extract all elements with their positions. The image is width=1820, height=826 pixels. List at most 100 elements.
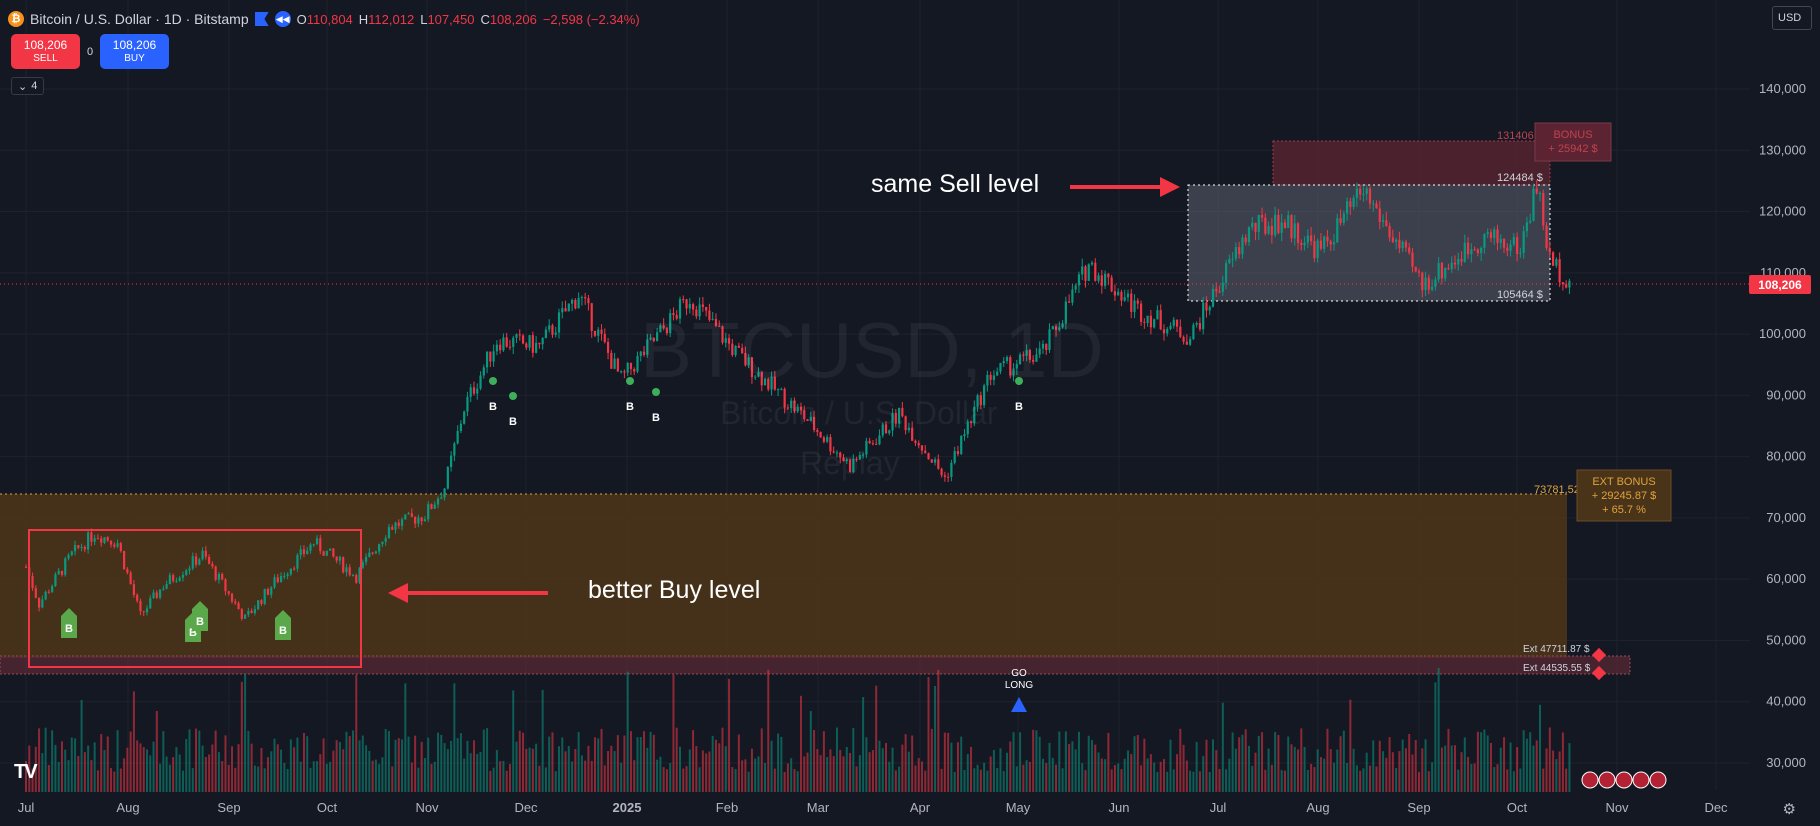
volume-bar: [1349, 699, 1352, 792]
candle-body: [950, 462, 953, 477]
volume-bar: [391, 766, 394, 792]
candle-body: [894, 412, 897, 424]
volume-bar: [142, 747, 145, 792]
volume-bar: [1120, 769, 1123, 792]
volume-bar: [1133, 736, 1136, 792]
volume-bar: [623, 735, 626, 792]
volume-bar: [947, 732, 950, 792]
candle-body: [1506, 247, 1509, 251]
replay-icon[interactable]: ◀◀: [274, 11, 291, 27]
volume-bar: [835, 727, 838, 792]
candle-body: [77, 545, 80, 548]
volume-bar: [456, 738, 459, 792]
volume-bar: [930, 728, 933, 792]
candle-body: [113, 544, 116, 547]
candle-body: [1359, 188, 1362, 195]
volume-bar: [237, 744, 240, 792]
candle-body: [198, 559, 201, 565]
candle-body: [1247, 227, 1251, 243]
candle-body: [1525, 222, 1529, 232]
volume-bar: [348, 736, 351, 792]
tradingview-logo-icon[interactable]: TV: [14, 761, 38, 783]
volume-bar: [607, 751, 610, 792]
volume-bar: [750, 748, 753, 792]
volume-bar: [266, 757, 269, 792]
volume-bar: [1450, 745, 1453, 792]
candle-body: [1018, 354, 1022, 365]
volume-bar: [1215, 750, 1218, 792]
flag-icon[interactable]: [254, 12, 269, 26]
buy-button[interactable]: 108,206 BUY: [100, 34, 169, 69]
volume-bar: [345, 731, 348, 792]
volume-bar: [1421, 748, 1424, 792]
candle-body: [306, 550, 309, 554]
volume-bar: [780, 736, 783, 792]
candle-body: [93, 538, 96, 542]
volume-bar: [1117, 763, 1120, 792]
candle-body: [1290, 215, 1293, 239]
candle-body: [1015, 364, 1018, 369]
volume-bar: [764, 762, 767, 792]
candle-body: [521, 335, 525, 344]
candle-body: [911, 427, 914, 441]
candle-body: [1208, 306, 1211, 311]
volume-bar: [620, 762, 623, 792]
sell-range-box: [1187, 184, 1551, 302]
volume-bar: [214, 730, 217, 792]
volume-bar: [652, 734, 655, 792]
volume-bar: [1035, 730, 1038, 792]
candle-body: [1202, 302, 1205, 330]
volume-bar: [1081, 763, 1084, 792]
candle-body: [718, 325, 721, 327]
ohlc-close: 108,206: [489, 11, 537, 27]
time-axis[interactable]: Jul Aug Sep Oct Nov Dec 2025 Feb Mar Apr May Jun Jul…: [18, 800, 1728, 815]
candle-body: [34, 588, 37, 598]
candle-body: [1130, 293, 1133, 312]
candle-body: [142, 611, 145, 613]
ext-bonus-title: EXT BONUS: [1592, 476, 1655, 488]
volume-bar: [397, 738, 400, 792]
time-tick: Apr: [910, 800, 931, 815]
volume-bar: [734, 769, 737, 792]
volume-bar: [685, 766, 688, 792]
candle-body: [407, 513, 410, 515]
candle-body: [1555, 259, 1558, 266]
candle-body: [1166, 328, 1169, 334]
candle-body: [829, 437, 832, 452]
volume-bar: [891, 747, 894, 792]
candle-body: [587, 298, 590, 304]
candle-body: [724, 338, 727, 343]
price-axis[interactable]: 140,000130,000120,000110,000100,00090,00…: [1759, 81, 1806, 770]
candle-body: [737, 345, 740, 348]
candle-body: [1463, 242, 1466, 262]
volume-bar: [741, 760, 744, 792]
volume-bar: [574, 749, 577, 792]
candle-body: [374, 551, 377, 554]
candle-body: [443, 488, 446, 498]
buy-signal-dot-icon: [652, 388, 660, 396]
volume-bar: [335, 740, 338, 792]
candle-body: [1352, 197, 1355, 207]
sell-level-arrow: [1070, 177, 1180, 197]
ohlc-change: −2,598 (−2.34%): [542, 11, 640, 27]
gear-icon[interactable]: ⚙: [1782, 801, 1796, 818]
indicators-toggle[interactable]: ⌄ 4: [11, 77, 45, 95]
candle-body: [649, 337, 652, 340]
volume-bar: [152, 741, 155, 792]
volume-bar: [1339, 736, 1342, 792]
symbol-title[interactable]: Bitcoin / U.S. Dollar · 1D · Bitstamp: [30, 11, 249, 27]
candle-body: [472, 387, 476, 394]
sell-button[interactable]: 108,206 SELL: [11, 34, 80, 69]
volume-bar: [793, 769, 796, 792]
currency-select[interactable]: USD: [1772, 6, 1812, 30]
volume-bar: [1153, 762, 1156, 792]
volume-bar: [87, 745, 90, 792]
volume-bar: [976, 764, 979, 792]
volume-bar: [1244, 729, 1247, 792]
volume-bar: [839, 749, 842, 792]
volume-bar: [907, 751, 910, 792]
volume-bar: [1074, 749, 1077, 792]
candle-body: [417, 517, 420, 524]
candle-body: [230, 593, 234, 602]
